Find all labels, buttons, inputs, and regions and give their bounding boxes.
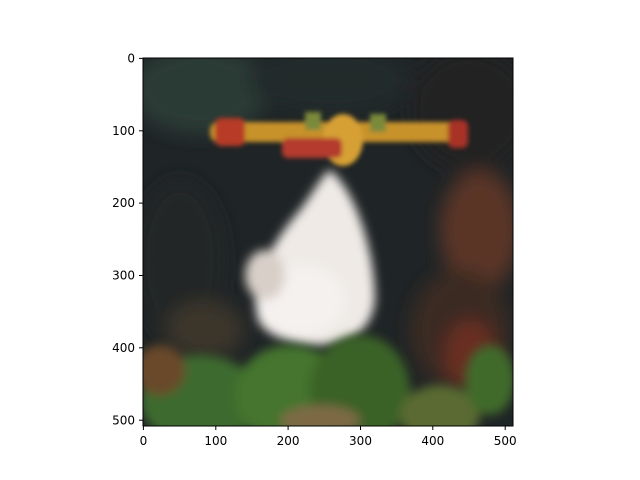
- x-tick-label: 500: [494, 434, 517, 448]
- x-tick-label: 100: [204, 434, 227, 448]
- x-tick-label: 400: [421, 434, 444, 448]
- y-tick-label: 100: [112, 124, 135, 138]
- x-tick-label: 0: [140, 434, 148, 448]
- y-tick-label: 400: [112, 341, 135, 355]
- y-tick-label: 500: [112, 413, 135, 427]
- photo-image: [143, 58, 513, 426]
- axes-frame: [142, 57, 514, 427]
- y-axis: 0 100 200 300 400 500: [112, 52, 143, 427]
- x-axis: 0 100 200 300 400 500: [140, 426, 517, 448]
- y-tick-label: 0: [127, 52, 135, 66]
- x-tick-label: 200: [277, 434, 300, 448]
- y-tick-label: 200: [112, 196, 135, 210]
- y-tick-label: 300: [112, 269, 135, 283]
- x-tick-label: 300: [349, 434, 372, 448]
